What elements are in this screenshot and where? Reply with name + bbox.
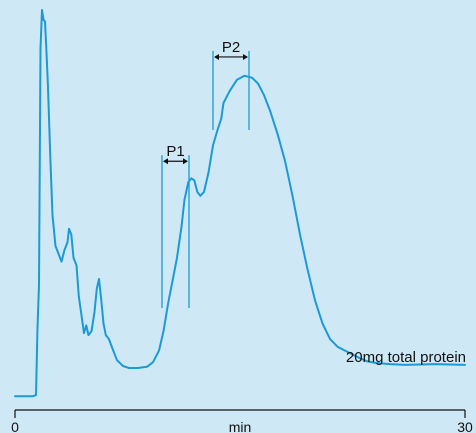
fraction-label: P2 xyxy=(222,39,240,56)
x-tick-label: 30 xyxy=(457,419,473,433)
elution-trace xyxy=(14,9,466,398)
sample-annotation: 20mg total protein xyxy=(346,349,466,366)
x-axis-label: min xyxy=(229,419,252,433)
x-tick-label: 0 xyxy=(11,419,19,433)
arrow-head xyxy=(163,158,188,165)
fraction-marker-p1: P1 xyxy=(161,143,190,308)
x-axis: 0 30 xyxy=(11,409,473,433)
fraction-label: P1 xyxy=(166,143,184,160)
fraction-marker-p2: P2 xyxy=(212,39,250,130)
